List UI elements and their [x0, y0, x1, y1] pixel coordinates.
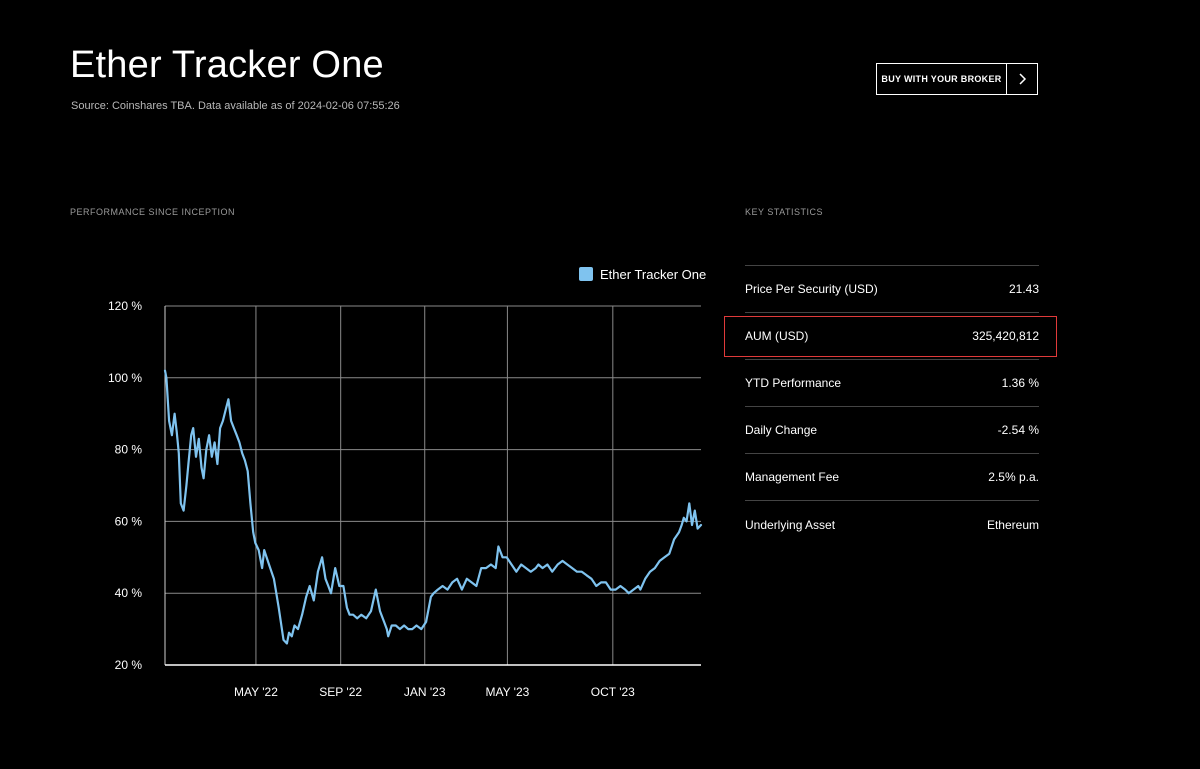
- stat-label: Management Fee: [745, 470, 840, 484]
- x-tick-label: SEP '22: [319, 685, 362, 699]
- buy-with-broker-button[interactable]: BUY WITH YOUR BROKER: [876, 63, 1038, 95]
- stat-label: Daily Change: [745, 423, 818, 437]
- legend-label: Ether Tracker One: [600, 267, 706, 282]
- x-tick-label: OCT '23: [591, 685, 635, 699]
- stat-value: Ethereum: [986, 517, 1039, 532]
- key-statistics-table: Price Per Security (USD) 21.43 AUM (USD)…: [745, 265, 1039, 548]
- y-tick-label: 100 %: [108, 371, 142, 385]
- stat-value: 1.36 %: [1001, 376, 1039, 390]
- stat-row-underlying-asset: Underlying Asset Ethereum: [745, 501, 1039, 548]
- stat-label: Underlying Asset: [745, 517, 836, 532]
- stat-label: AUM (USD): [745, 329, 809, 343]
- stat-row-aum: AUM (USD) 325,420,812: [745, 313, 1039, 360]
- stat-value: 21.43: [1008, 282, 1039, 296]
- x-tick-label: MAY '23: [485, 685, 529, 699]
- performance-chart-svg: 20 % 40 % 60 % 80 % 100 % 120 % MAY '22 SEP '22…: [108, 267, 706, 699]
- stat-row-ytd-performance: YTD Performance 1.36 %: [745, 360, 1039, 407]
- performance-section-label: PERFORMANCE SINCE INCEPTION: [70, 207, 236, 217]
- page-title: Ether Tracker One: [70, 44, 384, 86]
- stat-label: YTD Performance: [745, 376, 842, 390]
- stat-row-management-fee: Management Fee 2.5% p.a.: [745, 454, 1039, 501]
- y-tick-label: 40 %: [115, 586, 143, 600]
- performance-chart: 20 % 40 % 60 % 80 % 100 % 120 % MAY '22 SEP '22…: [108, 267, 706, 699]
- y-tick-label: 60 %: [115, 514, 143, 528]
- stat-row-daily-change: Daily Change -2.54 %: [745, 407, 1039, 454]
- stat-row-price-per-security: Price Per Security (USD) 21.43: [745, 266, 1039, 313]
- stat-label: Price Per Security (USD): [745, 282, 878, 296]
- x-tick-label: MAY '22: [234, 685, 278, 699]
- legend-swatch: [579, 267, 593, 281]
- data-source-note: Source: Coinshares TBA. Data available a…: [71, 100, 400, 112]
- y-tick-label: 20 %: [115, 658, 143, 672]
- stat-value: -2.54 %: [997, 423, 1039, 437]
- series-line-ether-tracker-one: [163, 369, 703, 645]
- chevron-right-icon[interactable]: [1006, 64, 1037, 94]
- y-tick-label: 120 %: [108, 299, 142, 313]
- y-tick-label: 80 %: [115, 443, 143, 457]
- stat-value: 325,420,812: [972, 329, 1039, 343]
- x-tick-label: JAN '23: [404, 685, 446, 699]
- aum-highlight-box: [724, 316, 1057, 357]
- key-statistics-section-label: KEY STATISTICS: [745, 207, 824, 217]
- buy-with-broker-label: BUY WITH YOUR BROKER: [881, 74, 1002, 84]
- stat-value: 2.5% p.a.: [988, 470, 1039, 484]
